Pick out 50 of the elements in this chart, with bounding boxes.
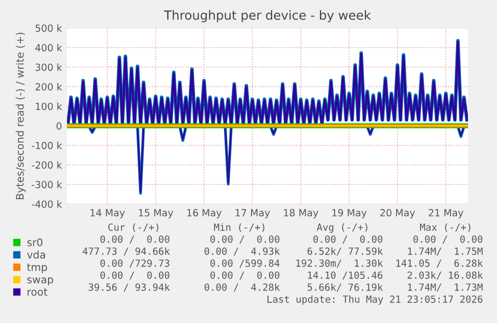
text: Max (-/+) [420,223,470,232]
text: 0.00 /599.84 [210,259,280,268]
x-tick-label: 16 May [187,209,222,218]
text: 14.10 /105.46 [308,271,382,280]
text: 0.00 / 4.28k [204,283,280,292]
text: 0.00 / 0.00 [413,235,482,244]
y-tick-label: -200 k [32,161,62,169]
text: 0.00 /729.73 [100,259,170,268]
y-tick-label: 400 k [35,44,62,52]
text: 192.30m/ 1.30k [296,259,383,268]
text: Avg (-/+) [316,223,368,233]
y-tick-label: 100 k [36,102,62,110]
legend-label: swap [27,277,54,286]
y-tick-label: 0 [56,122,62,130]
y-tick-label: 500 k [36,24,62,32]
text: Last update: Thu May 21 23:05:17 2026 [267,295,482,305]
text: 2.03k/ 16.08k [408,271,483,280]
chart-title: Throughput per device - by week [164,10,371,22]
text: 141.05 / 6.28k [396,259,483,268]
x-tick-label: 17 May [236,209,270,218]
text: Cur (-/+) [108,223,158,232]
text: 477.73 / 94.66k [82,247,170,256]
text: 1.74M/ 1.75M [408,248,483,256]
text: 0.00 / 0.00 [210,271,280,280]
text: Min (-/+) [214,223,264,232]
y-tick-label: -400 k [32,200,62,208]
y-tick-label: -100 k [32,142,62,150]
text: 0.00 / 4.93k [204,247,280,256]
y-tick-label: 300 k [36,63,62,71]
text: 0.00 / 0.00 [210,235,280,244]
text: 39.56 / 93.94k [88,283,170,292]
x-tick-label: 20 May [380,209,415,218]
x-tick-label: 21 May [428,209,464,218]
legend-label: vda [27,250,45,259]
text: 0.00 / 0.00 [100,235,170,244]
x-tick-label: 14 May [90,209,125,218]
y-tick-label: 200 k [36,82,62,90]
text: 1.74M/ 1.73M [408,283,483,292]
y-axis-title: Bytes/second read (-) / write (+) [16,32,26,200]
text: 0.00 / 0.00 [100,271,170,280]
x-tick-label: 18 May [284,209,318,218]
text: 0.00 / 0.00 [313,235,382,244]
legend-label: tmp [27,264,48,274]
legend-label: sr0 [27,238,42,246]
y-tick-label: -300 k [32,180,62,188]
legend-label: root [28,288,48,296]
x-tick-label: 15 May [138,209,174,218]
text: 6.52k/ 77.59k [308,247,383,256]
x-tick-label: 19 May [332,209,367,218]
text: 5.66k/ 76.19k [308,283,383,292]
